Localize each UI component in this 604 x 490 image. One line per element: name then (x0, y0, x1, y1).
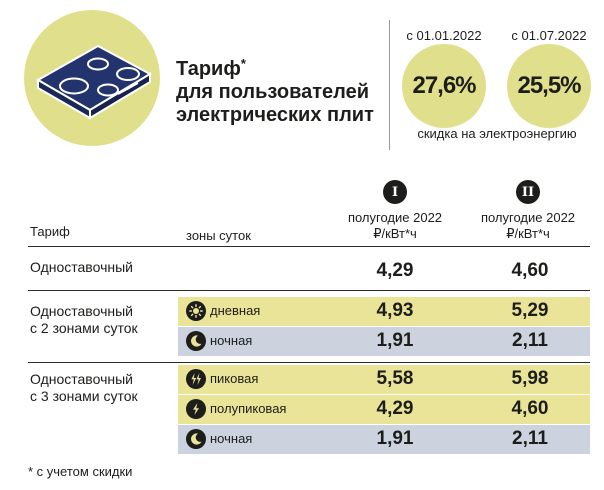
electric-stove-icon (35, 44, 153, 120)
zone-label-night-3: ночная (210, 431, 253, 446)
group-rule-2 (28, 362, 590, 363)
zone-label-night: ночная (210, 333, 253, 348)
header-rule (28, 246, 590, 247)
moon-icon (186, 331, 206, 351)
day-value-1: 4,93 (376, 300, 414, 321)
tariff-two-zone-line-2: с 2 зонами суток (30, 320, 138, 336)
stove-badge (24, 10, 160, 146)
day-value-2: 5,29 (511, 300, 549, 321)
column-2-period: полугодие 2022 (480, 210, 576, 225)
zones-column-label: зоны суток (186, 228, 251, 243)
peak-value-2: 5,98 (511, 368, 549, 389)
column-1-period: полугодие 2022 (347, 210, 443, 225)
zone-label-day: дневная (210, 303, 261, 318)
half-year-2-roman: II (521, 184, 535, 200)
tariff-two-zone: Одноставочный с 2 зонами суток (30, 303, 138, 337)
tariff-three-zone: Одноставочный с 3 зонами суток (30, 371, 138, 405)
zone-row-half-peak: полупиковая 4,29 4,60 (178, 395, 590, 424)
title-asterisk: * (240, 56, 246, 71)
moon-icon (186, 429, 206, 449)
peak-value-1: 5,58 (376, 368, 414, 389)
zone-row-night-2: ночная 1,91 2,11 (178, 327, 590, 356)
half-peak-value-2: 4,60 (511, 398, 549, 419)
sun-icon (186, 301, 206, 321)
tariff-two-zone-line-1: Одноставочный (30, 303, 133, 319)
footnote: * с учетом скидки (28, 464, 133, 479)
discount-value-1: 27,6% (412, 72, 476, 99)
night-3-value-1: 1,91 (376, 428, 414, 449)
tariff-column-label: Тариф (30, 224, 70, 239)
group-rule-1 (28, 290, 590, 291)
half-peak-value-1: 4,29 (376, 398, 414, 419)
title-line-3: электрических плит (176, 104, 374, 126)
tariff-single-rate-line-1: Одноставочный (30, 259, 133, 275)
single-rate-value-2: 4,60 (511, 260, 549, 281)
title-line-1: Тариф (176, 58, 241, 80)
header-divider (389, 20, 390, 150)
page-title: Тариф* для пользователей электрических п… (176, 52, 391, 127)
zone-row-peak: пиковая 5,58 5,98 (178, 365, 590, 394)
title-line-2: для пользователей (176, 81, 370, 103)
double-lightning-icon (186, 369, 206, 389)
single-rate-value-1: 4,29 (376, 260, 414, 281)
zone-row-day: дневная 4,93 5,29 (178, 297, 590, 326)
half-year-2-marker: II (516, 180, 540, 204)
column-2-unit: ₽/кВт*ч (506, 226, 550, 241)
discount-badge-1: 27,6% (402, 44, 486, 128)
date-label-1: с 01.01.2022 (406, 28, 482, 43)
half-year-1-marker: I (383, 180, 407, 204)
discount-badge-2: 25,5% (507, 44, 591, 128)
date-label-2: с 01.07.2022 (511, 28, 587, 43)
discount-caption: скидка на электроэнергию (417, 126, 577, 141)
night-3-value-2: 2,11 (512, 428, 548, 449)
column-2-header: полугодие 2022 ₽/кВт*ч (463, 210, 593, 242)
tariff-three-zone-line-1: Одноставочный (30, 371, 133, 387)
lightning-icon (186, 399, 206, 419)
tariff-single-rate: Одноставочный (30, 259, 133, 276)
night-2-value-2: 2,11 (512, 330, 548, 351)
column-1-unit: ₽/кВт*ч (373, 226, 417, 241)
night-2-value-1: 1,91 (376, 330, 414, 351)
column-1-header: полугодие 2022 ₽/кВт*ч (330, 210, 460, 242)
zone-row-night-3: ночная 1,91 2,11 (178, 425, 590, 454)
zone-label-half-peak: полупиковая (210, 401, 287, 416)
zone-label-peak: пиковая (210, 371, 259, 386)
tariff-three-zone-line-2: с 3 зонами суток (30, 388, 138, 404)
half-year-1-roman: I (391, 184, 399, 200)
discount-value-2: 25,5% (517, 72, 581, 99)
